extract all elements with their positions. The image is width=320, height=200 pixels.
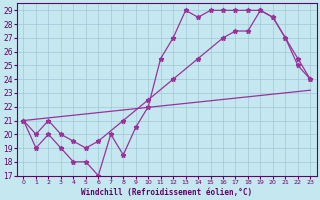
X-axis label: Windchill (Refroidissement éolien,°C): Windchill (Refroidissement éolien,°C) <box>81 188 252 197</box>
